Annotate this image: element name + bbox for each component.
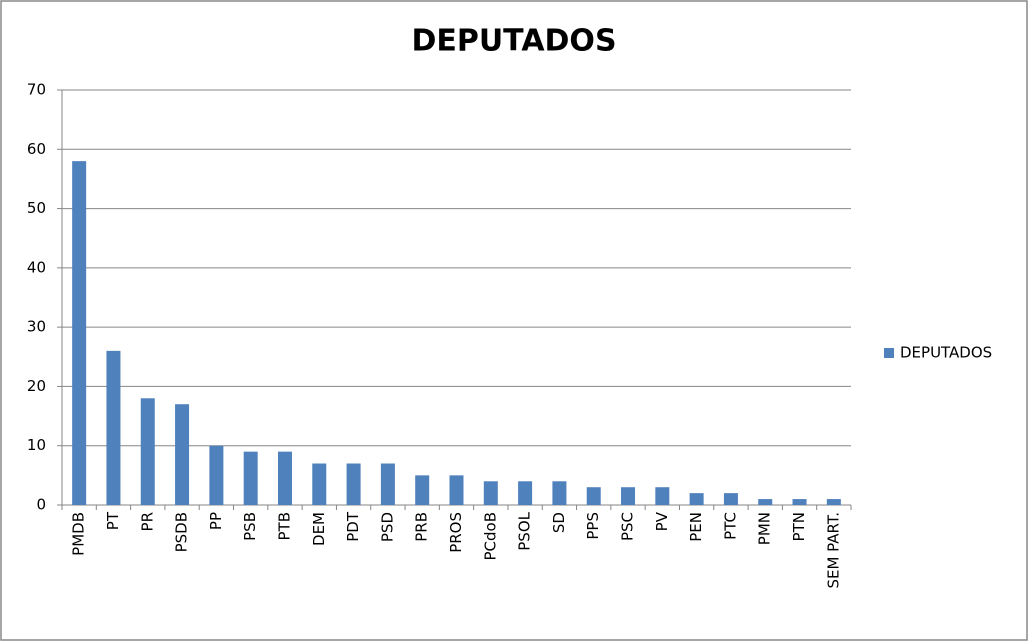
y-tick-label: 60 — [27, 140, 46, 158]
x-tick-label: PTB — [275, 512, 293, 541]
x-tick-label: PSB — [241, 512, 259, 541]
x-tick-label: PRB — [413, 512, 431, 542]
x-tick-label: PTC — [721, 512, 739, 540]
bar — [243, 451, 258, 505]
bar — [586, 487, 601, 505]
bar — [552, 481, 567, 505]
x-tick-label: PT — [104, 511, 122, 530]
x-tick-label: PP — [207, 512, 225, 530]
x-tick-label: PSC — [619, 512, 637, 541]
legend-swatch — [884, 348, 894, 358]
bar — [346, 463, 361, 505]
bar — [792, 499, 807, 505]
x-tick-label: PCdoB — [481, 512, 499, 561]
x-tick-label: PROS — [447, 512, 465, 553]
x-tick-label: PDT — [344, 511, 362, 542]
chart-title: DEPUTADOS — [411, 24, 616, 59]
x-tick-label: PTN — [790, 512, 808, 541]
bar — [449, 475, 464, 505]
x-tick-label: SEM PART. — [824, 512, 842, 589]
x-tick-label: PMDB — [70, 512, 88, 556]
bar — [380, 463, 395, 505]
bar — [655, 487, 670, 505]
x-tick-label: PSD — [378, 512, 396, 542]
y-tick-label: 70 — [27, 81, 46, 99]
bar — [312, 463, 327, 505]
bar — [209, 445, 224, 505]
y-tick-label: 20 — [27, 377, 46, 395]
x-tick-label: PEN — [687, 512, 705, 542]
x-tick-label: PV — [653, 511, 671, 531]
legend-label: DEPUTADOS — [900, 344, 992, 362]
x-tick-label: PSDB — [173, 512, 191, 552]
bar — [826, 499, 841, 505]
bar — [518, 481, 533, 505]
bar — [621, 487, 636, 505]
y-tick-label: 10 — [27, 436, 46, 454]
bar — [758, 499, 773, 505]
y-tick-label: 0 — [36, 496, 46, 514]
x-tick-label: SD — [550, 512, 568, 533]
x-tick-label: PPS — [584, 512, 602, 540]
bar — [415, 475, 430, 505]
x-tick-label: PSOL — [516, 511, 534, 550]
x-tick-label: DEM — [310, 512, 328, 546]
y-tick-label: 40 — [27, 258, 46, 276]
x-tick-label: PMN — [756, 512, 774, 545]
y-tick-label: 50 — [27, 199, 46, 217]
bar — [483, 481, 498, 505]
bar — [175, 404, 190, 505]
bar — [106, 350, 121, 505]
bar — [277, 451, 292, 505]
x-tick-label: PR — [138, 512, 156, 531]
bar — [723, 493, 738, 505]
bar — [140, 398, 155, 505]
bar — [72, 161, 87, 505]
bar — [689, 493, 704, 505]
y-tick-label: 30 — [27, 318, 46, 336]
